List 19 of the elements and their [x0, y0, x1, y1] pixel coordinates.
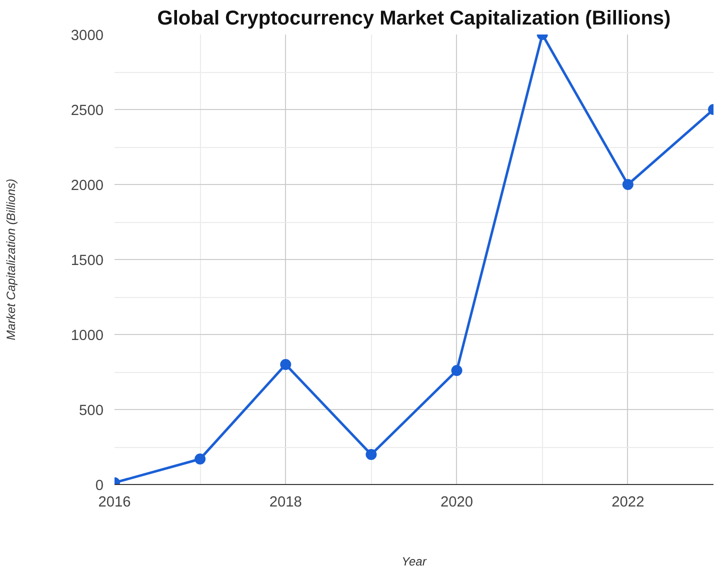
x-tick-label: 2022 [612, 494, 644, 510]
y-tick-label: 1500 [70, 253, 104, 269]
y-tick-label: 500 [79, 403, 104, 419]
point [280, 359, 292, 370]
x-tick-label: 2020 [440, 494, 474, 510]
y-axis-title: Market Capitalization (Billions) [4, 178, 18, 340]
chart-title: Global Cryptocurrency Market Capitalization (Billions) [157, 8, 671, 30]
y-tick-label: 2500 [70, 103, 104, 119]
x-tick-label: 2018 [269, 494, 302, 510]
point [194, 454, 206, 464]
x-axis-title: Year [402, 554, 428, 568]
point [451, 365, 462, 376]
y-tick-label: 1000 [70, 328, 104, 344]
y-tick-label: 0 [95, 478, 104, 494]
point [366, 449, 377, 460]
x-tick-label: 2016 [98, 494, 131, 510]
y-tick-label: 2000 [70, 178, 104, 194]
y-tick-label: 3000 [70, 28, 104, 44]
point [622, 179, 634, 190]
